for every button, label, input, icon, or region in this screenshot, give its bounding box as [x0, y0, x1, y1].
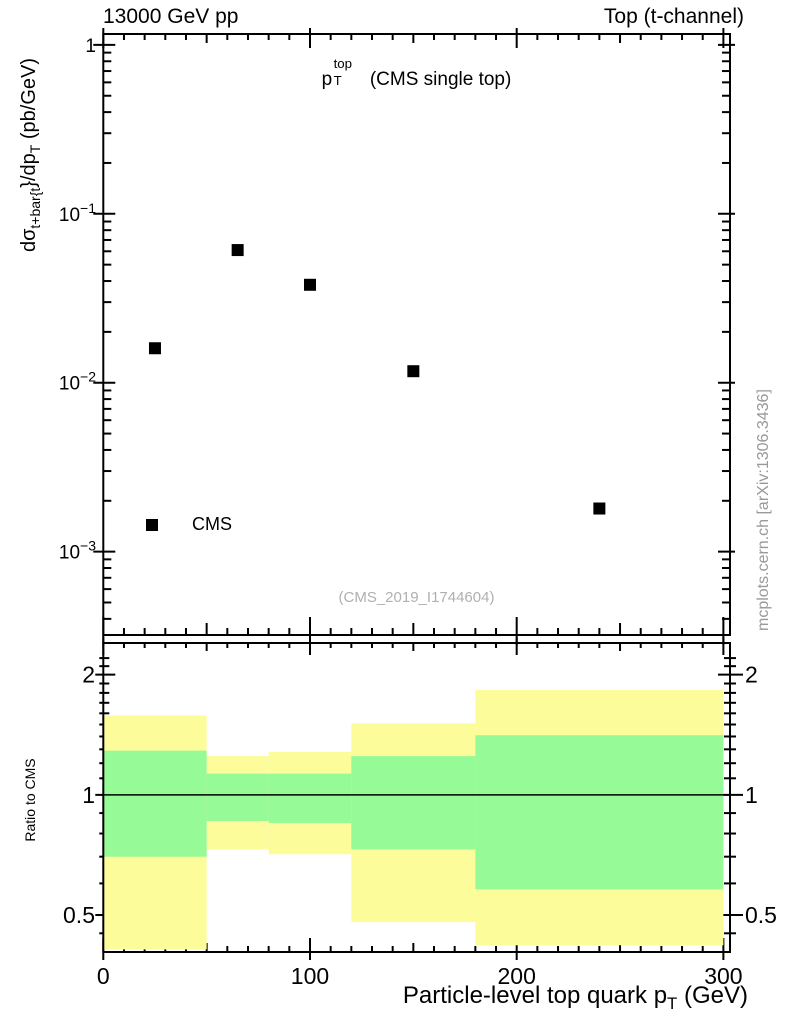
svg-text:10−3: 10−3	[59, 538, 96, 564]
svg-text:1: 1	[85, 36, 96, 57]
x-axis-title: Particle-level top quark pT (GeV)	[402, 982, 748, 1013]
analysis-reference-label: (CMS_2019_I1744604)	[338, 589, 495, 606]
svg-text:10−1: 10−1	[59, 200, 96, 226]
data-point-marker	[407, 365, 420, 378]
svg-text:0.5: 0.5	[63, 902, 95, 928]
inner-band-bin	[103, 750, 207, 857]
data-point-marker	[593, 502, 606, 515]
inner-band-bin	[268, 773, 352, 824]
mcplots-watermark: mcplots.cern.ch [arXiv:1306.3436]	[755, 389, 772, 631]
svg-text:2: 2	[82, 662, 95, 688]
svg-text:1: 1	[82, 782, 95, 808]
process-label: Top (t-channel)	[603, 5, 744, 28]
data-point-marker	[303, 278, 316, 291]
svg-text:0.5: 0.5	[745, 902, 777, 928]
legend-marker	[146, 519, 158, 531]
inner-band-bin	[475, 735, 724, 890]
svg-text:300: 300	[704, 963, 742, 989]
ratio-uncertainty-bands	[103, 690, 724, 950]
data-points	[146, 244, 606, 531]
svg-text:1: 1	[745, 782, 758, 808]
svg-text:0: 0	[97, 963, 110, 989]
title-base: p	[321, 69, 333, 90]
inner-band-bin	[206, 773, 269, 821]
title-subscript: T	[333, 73, 342, 89]
data-point-marker	[231, 244, 244, 257]
ratio-y-axis-title: Ratio to CMS	[22, 758, 38, 842]
inner-band-bin	[351, 756, 476, 850]
tick-labels: 0 100 200 300 1 10−1 10−2 10−3 2 2 1 1 0.5 0.5	[59, 36, 777, 989]
svg-text:10−2: 10−2	[59, 369, 96, 395]
observable-title: p top T (CMS single top)	[103, 56, 730, 91]
panel-frames	[102, 33, 732, 953]
legend-cms-label: CMS	[192, 514, 232, 534]
title-superscript: top	[333, 56, 353, 72]
svg-text:200: 200	[498, 963, 536, 989]
title-suffix: (CMS single top)	[364, 69, 512, 90]
svg-text:100: 100	[291, 963, 329, 989]
data-point-marker	[148, 342, 161, 355]
beam-energy-label: 13000 GeV pp	[103, 5, 239, 28]
svg-text:2: 2	[745, 662, 758, 688]
main-y-axis-title: dσt+bar{t}/dpT (pb/GeV)	[18, 57, 43, 253]
